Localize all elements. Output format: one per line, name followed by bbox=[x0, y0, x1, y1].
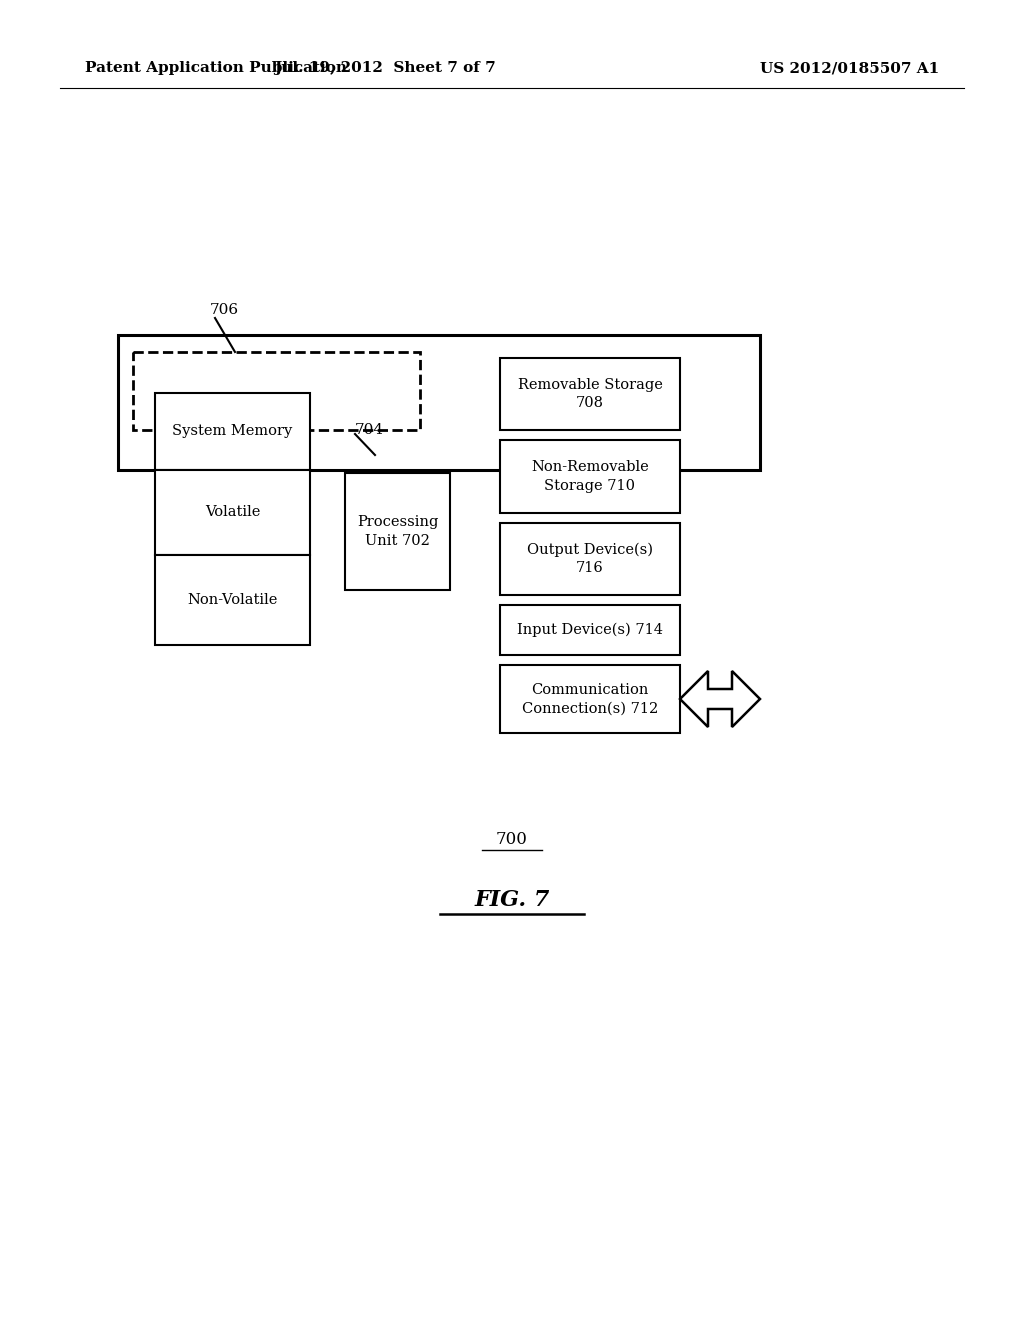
Bar bbox=[500, 665, 680, 733]
Polygon shape bbox=[680, 671, 760, 727]
Bar bbox=[345, 473, 450, 590]
Bar bbox=[155, 470, 310, 554]
Text: Patent Application Publication: Patent Application Publication bbox=[85, 61, 347, 75]
Text: Volatile: Volatile bbox=[205, 506, 260, 520]
Text: Jul. 19, 2012  Sheet 7 of 7: Jul. 19, 2012 Sheet 7 of 7 bbox=[274, 61, 496, 75]
Text: Processing
Unit 702: Processing Unit 702 bbox=[356, 515, 438, 548]
Bar bbox=[500, 523, 680, 595]
Bar bbox=[155, 393, 310, 470]
Text: 706: 706 bbox=[210, 304, 240, 317]
Bar bbox=[500, 358, 680, 430]
Text: US 2012/0185507 A1: US 2012/0185507 A1 bbox=[760, 61, 939, 75]
Bar bbox=[500, 605, 680, 655]
Text: Input Device(s) 714: Input Device(s) 714 bbox=[517, 623, 663, 638]
Text: 700: 700 bbox=[496, 832, 528, 849]
Text: FIG. 7: FIG. 7 bbox=[474, 888, 550, 911]
Text: System Memory: System Memory bbox=[172, 425, 293, 438]
Text: Communication
Connection(s) 712: Communication Connection(s) 712 bbox=[522, 682, 658, 715]
Text: 704: 704 bbox=[355, 422, 384, 437]
Bar bbox=[500, 440, 680, 513]
Bar bbox=[155, 554, 310, 645]
Bar bbox=[133, 352, 420, 430]
Text: Output Device(s)
716: Output Device(s) 716 bbox=[527, 543, 653, 576]
Text: Non-Volatile: Non-Volatile bbox=[187, 593, 278, 607]
Bar bbox=[118, 335, 760, 470]
Text: Non-Removable
Storage 710: Non-Removable Storage 710 bbox=[531, 461, 649, 492]
Text: Removable Storage
708: Removable Storage 708 bbox=[517, 378, 663, 411]
